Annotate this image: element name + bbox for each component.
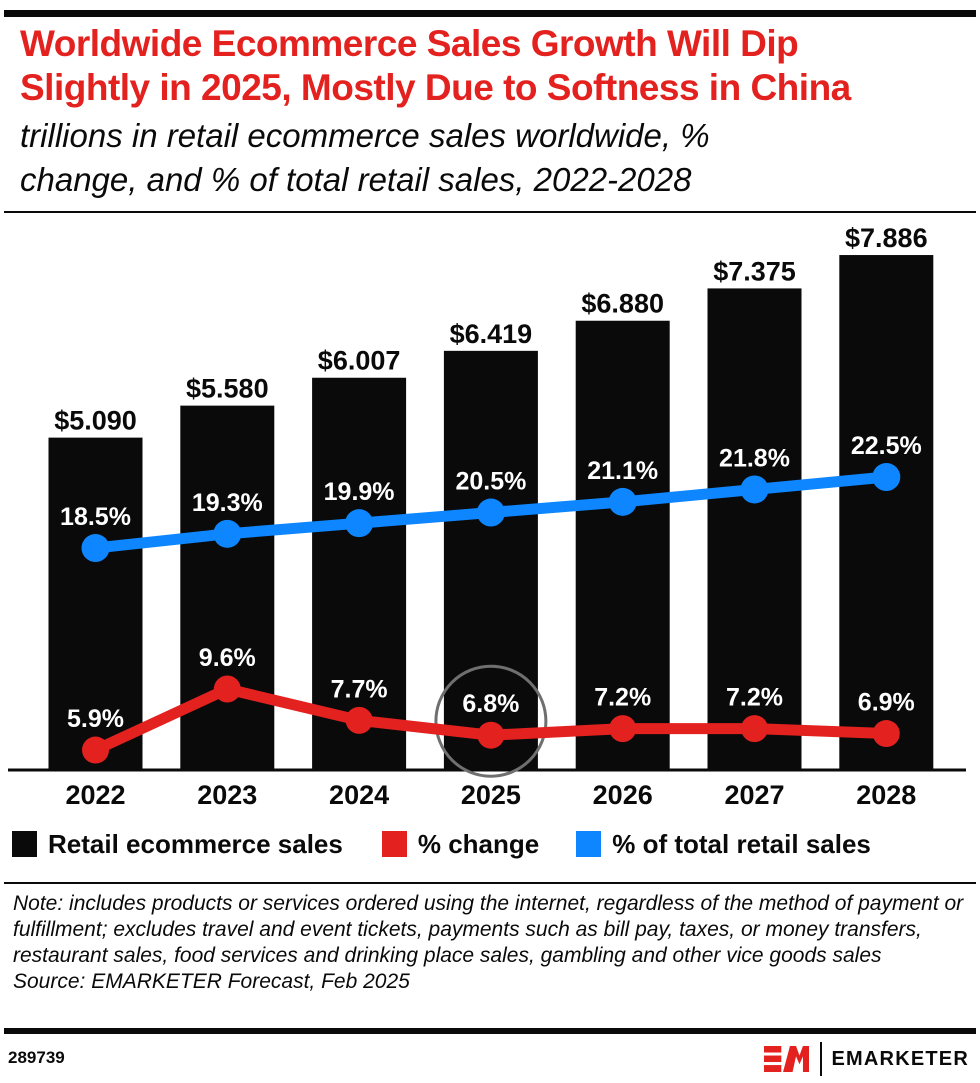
retail-share-label: 22.5% [851, 432, 922, 460]
pct-change-label: 7.2% [594, 684, 651, 712]
bar-value-label: $6.880 [581, 289, 664, 319]
legend-swatch-blue [576, 831, 602, 857]
pct-change-point-2025 [477, 721, 505, 749]
brand-separator [819, 1042, 822, 1076]
legend-swatch-black [12, 831, 37, 857]
source-text: Source: EMARKETER Forecast, Feb 2025 [13, 970, 410, 993]
bar-value-label: $5.580 [186, 374, 269, 404]
footer: 289739 EMARKETER [0, 1034, 980, 1083]
pct-change-label: 5.9% [67, 705, 124, 733]
retail-share-label: 18.5% [60, 503, 131, 531]
year-label: 2023 [197, 780, 257, 810]
combo-chart: $5.090 $5.580 $6.007 $6.419 $6.880 $7.375 $7.8… [8, 223, 966, 810]
legend-label: Retail ecommerce sales [48, 828, 343, 859]
bar-2026 [575, 320, 670, 770]
chart-legend: Retail ecommerce sales % change % of tot… [12, 829, 871, 859]
retail-share-point-2026 [608, 487, 637, 516]
legend-item-retail-ecommerce-sales: Retail ecommerce sales [12, 829, 343, 860]
year-label: 2025 [461, 780, 521, 810]
year-label: 2022 [65, 780, 125, 810]
bar-value-label: $7.886 [845, 223, 928, 253]
bar-2025 [443, 350, 538, 770]
annotation-circle-2025 [434, 664, 548, 778]
retail-share-label: 21.1% [587, 457, 658, 485]
retail-share-label: 21.8% [719, 444, 790, 472]
header-divider [4, 211, 976, 213]
retail-share-label: 19.3% [192, 489, 263, 517]
legend-label: % change [417, 828, 540, 859]
page-title-line2: Slightly in 2025, Mostly Due to Softness… [20, 67, 851, 108]
retail-share-point-2028 [872, 463, 901, 492]
bar-value-label: $6.419 [450, 319, 533, 349]
page-title-line1: Worldwide Ecommerce Sales Growth Will Di… [20, 23, 799, 64]
brand-name: EMARKETER [831, 1047, 969, 1070]
pct-change-point-2027 [741, 715, 768, 743]
bar-2024 [312, 377, 407, 770]
legend-item-pct-change: % change [381, 828, 540, 860]
retail-share-label: 20.5% [455, 468, 526, 496]
page-title: Worldwide Ecommerce Sales Growth Will Di… [20, 22, 851, 110]
retail-share-point-2023 [213, 519, 242, 548]
bar-value-label: $6.007 [318, 346, 401, 376]
bar-2028 [839, 255, 934, 771]
pct-change-label: 7.2% [726, 684, 783, 712]
legend-label: % of total retail sales [612, 828, 871, 859]
note-divider [4, 882, 976, 884]
legend-swatch-red [381, 831, 407, 857]
brand-logo: EMARKETER [763, 1041, 969, 1077]
note-text: Note: includes products or services orde… [13, 892, 964, 967]
chart-id: 289739 [8, 1048, 65, 1067]
pct-change-point-2024 [345, 706, 373, 734]
bar-2022 [48, 437, 143, 770]
year-label: 2028 [856, 780, 916, 810]
chart-subtitle-line1: trillions in retail ecommerce sales worl… [20, 117, 710, 154]
retail-share-point-2027 [740, 475, 769, 504]
retail-share-label: 19.9% [324, 478, 395, 506]
retail-share-point-2022 [81, 534, 110, 563]
bar-2023 [180, 405, 275, 770]
retail-share-point-2025 [476, 498, 505, 527]
note-block: Note: includes products or services orde… [13, 891, 967, 995]
top-accent-bar [4, 10, 976, 17]
year-label: 2026 [593, 780, 653, 810]
bar-2027 [707, 288, 802, 770]
pct-change-point-2026 [609, 715, 637, 743]
year-label: 2024 [329, 780, 389, 810]
emarketer-monogram-icon [763, 1046, 809, 1072]
pct-change-label: 6.9% [858, 689, 915, 717]
pct-change-point-2023 [213, 675, 241, 703]
pct-change-label: 7.7% [331, 675, 388, 703]
retail-share-point-2024 [345, 509, 374, 538]
footer-accent-bar [4, 1028, 976, 1034]
pct-change-point-2028 [872, 720, 900, 748]
chart-subtitle-line2: change, and % of total retail sales, 202… [20, 161, 692, 198]
pct-change-point-2022 [82, 736, 109, 764]
legend-item-pct-of-total-retail-sales: % of total retail sales [576, 829, 871, 860]
pct-change-label: 9.6% [199, 644, 256, 672]
bar-value-label: $7.375 [713, 256, 796, 286]
bar-value-label: $5.090 [54, 406, 137, 436]
pct-change-label: 6.8% [462, 690, 519, 718]
year-label: 2027 [724, 780, 784, 810]
chart-subtitle: trillions in retail ecommerce sales worl… [20, 114, 710, 202]
